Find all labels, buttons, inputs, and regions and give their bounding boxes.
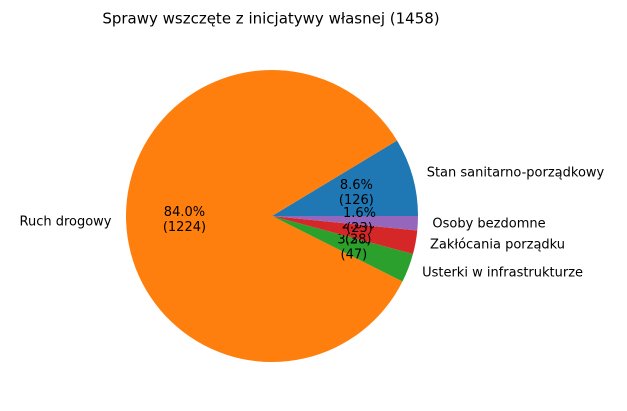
slice-label: Zakłócania porządku	[430, 237, 565, 252]
slice-label: Usterki w infrastrukturze	[422, 266, 583, 281]
pie-slice	[272, 216, 418, 254]
pie-slice	[272, 140, 418, 216]
value-label: 1.6% (23)	[343, 205, 376, 235]
chart-title: Sprawy wszczęte z inicjatywy własnej (14…	[102, 10, 439, 28]
pie-slice	[272, 216, 413, 282]
pie-slice	[272, 216, 418, 231]
value-label: 8.6% (126)	[339, 178, 374, 208]
slice-label: Ruch drogowy	[20, 215, 112, 230]
slice-label: Stan sanitarno-porządkowy	[427, 165, 605, 180]
pie-slice	[126, 70, 403, 363]
value-label: 84.0% (1224)	[163, 204, 206, 234]
slice-label: Osoby bezdomne	[432, 216, 545, 231]
